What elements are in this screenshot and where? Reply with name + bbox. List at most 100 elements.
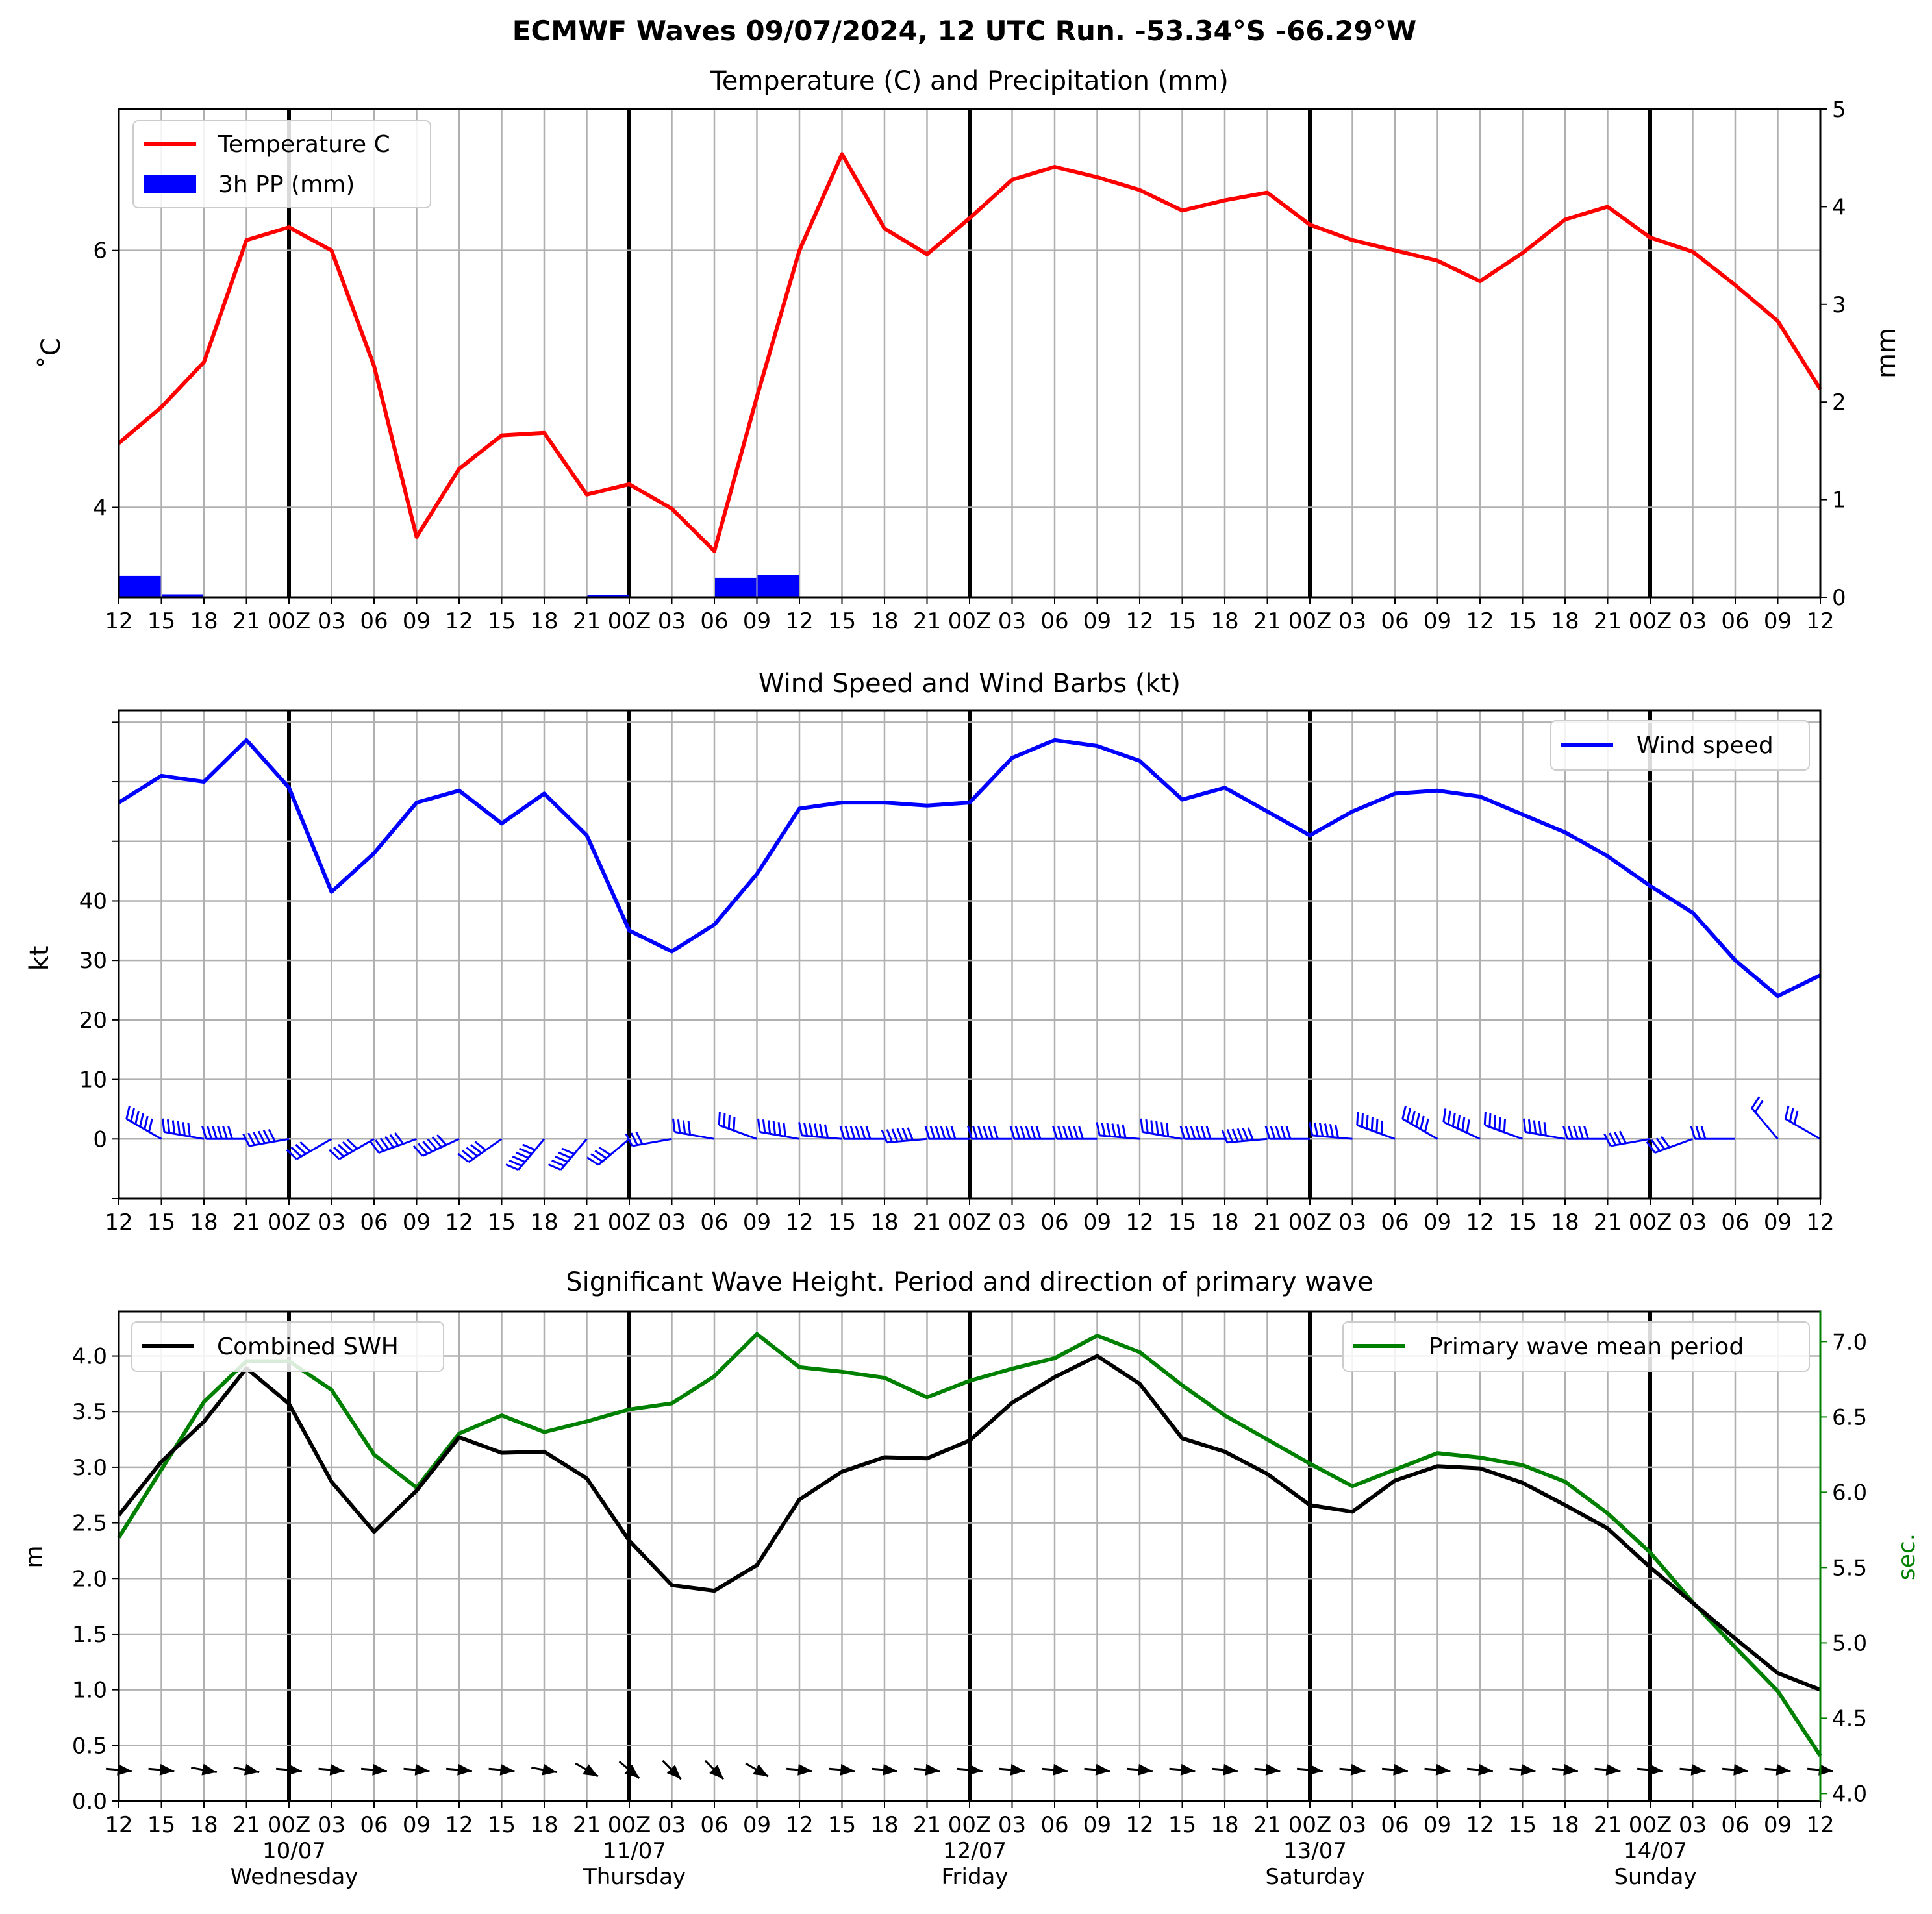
wind-barb-feather (1406, 1108, 1411, 1122)
wind-barb-feather (247, 1132, 256, 1146)
wind-barb-feather (1655, 1137, 1666, 1150)
wind-barb-feather (171, 1120, 176, 1134)
wave-direction-arrow (1296, 1763, 1324, 1776)
y2-tick-label: 2 (1832, 390, 1846, 416)
period-legend-box (1342, 1321, 1810, 1372)
wave-direction-arrow (1509, 1763, 1536, 1776)
wind-barb (798, 1122, 842, 1140)
x-tick-label: 18 (530, 1210, 558, 1236)
wind-barb-feather (844, 1125, 851, 1139)
y2-tick-label: 4.5 (1832, 1706, 1867, 1732)
wave-arrow-head (1010, 1763, 1025, 1776)
wind-barb-feather (384, 1136, 394, 1149)
x-tick-label: 09 (1083, 1812, 1111, 1838)
day-date-label: 12/07 (943, 1838, 1007, 1864)
period-y-axis-label: sec. (1894, 1534, 1920, 1580)
wind-barb-feather (886, 1129, 894, 1143)
wind-barb-feather (147, 1118, 153, 1132)
x-tick-label: 03 (1679, 1812, 1707, 1838)
y-tick-label: 30 (79, 948, 107, 974)
wave-direction-arrow (445, 1763, 473, 1776)
wind-barb-feather (1226, 1129, 1234, 1143)
x-tick-label: 09 (403, 1210, 431, 1236)
wave-arrow-head (709, 1765, 724, 1780)
wave-direction-arrow (999, 1763, 1025, 1776)
wind-barb-feather (130, 1108, 135, 1122)
wind-barb-feather (783, 1123, 786, 1137)
wave-arrow-head (244, 1763, 260, 1776)
wind-speed-line (118, 738, 1822, 999)
wind-barb (1442, 1108, 1481, 1140)
wind-barb-feather (1200, 1125, 1207, 1139)
day-date-label: 10/07 (262, 1838, 326, 1864)
wind-barb-feather (182, 1122, 186, 1136)
wind-barb-feather (370, 1141, 380, 1154)
wind-barb-feather (818, 1123, 824, 1137)
wind-barb-feather (1195, 1125, 1201, 1139)
wind-barb-feather (1603, 1133, 1612, 1147)
wind-barb-feather (1140, 1118, 1144, 1132)
x-tick-label: 21 (1253, 1812, 1281, 1838)
wind-barb-feather (512, 1155, 526, 1163)
wind-barb (457, 1138, 503, 1163)
x-tick-label: 15 (147, 1812, 175, 1838)
x-tick-label: 12 (445, 1812, 473, 1838)
wave-arrow-head (1775, 1763, 1791, 1776)
wave-direction-arrow (618, 1761, 640, 1780)
wind-barb-feather (1324, 1123, 1329, 1137)
wind-barb (1483, 1112, 1524, 1140)
wind-barb-feather (1651, 1139, 1661, 1152)
wind-barb-feather (598, 1147, 611, 1156)
wind-barb-feather (1609, 1132, 1617, 1146)
wave-arrow-head (1095, 1763, 1110, 1776)
wind-barb (286, 1137, 332, 1160)
wave-direction-arrow (1424, 1763, 1451, 1776)
wind-barb (881, 1127, 927, 1144)
wind-barb-feather (1442, 1108, 1447, 1123)
x-tick-label: 09 (1424, 1812, 1451, 1838)
precipitation-bar (587, 595, 629, 597)
x-tick-label: 00Z (268, 1812, 311, 1838)
wave-direction-arrow (1466, 1763, 1494, 1776)
x-tick-label: 06 (700, 1812, 728, 1838)
x-tick-label: 00Z (948, 1210, 992, 1236)
x-tick-label: 03 (658, 608, 686, 634)
x-tick-label: 00Z (1629, 1210, 1672, 1236)
wave-direction-arrow (871, 1763, 898, 1776)
precipitation-bar (162, 594, 203, 597)
y2-tick-label: 6.5 (1832, 1404, 1867, 1430)
wind-barb-feather (295, 1143, 307, 1155)
x-tick-label: 21 (232, 1812, 260, 1838)
temperature-y-axis-label: ˚C (36, 338, 66, 369)
wind-barb-feather (1185, 1125, 1191, 1139)
period-y-ticks: 4.0 4.5 5.0 5.5 6.0 6.5 7.0 (1819, 1311, 1867, 1807)
wave-arrow-head (883, 1763, 897, 1776)
wind-barb-feather (375, 1139, 384, 1152)
x-tick-label: 00Z (1629, 1812, 1672, 1838)
wind-barb-feather (290, 1146, 302, 1158)
wind-barb-feather (1618, 1130, 1627, 1144)
wind-barb (370, 1132, 418, 1154)
wind-barb-feather (207, 1125, 212, 1139)
x-tick-label: 18 (190, 1812, 218, 1838)
wind-barb-feather (518, 1147, 533, 1155)
wind-barb-feather (252, 1131, 261, 1145)
wind-barb-feather (1165, 1123, 1170, 1137)
wind-barb-staff (718, 1124, 758, 1140)
wave-arrow-head (1138, 1763, 1153, 1776)
wind-barb-feather (342, 1141, 354, 1152)
wind-barb-feather (967, 1125, 973, 1139)
wind-barb-feather (1411, 1110, 1416, 1125)
x-tick-label: 09 (1424, 608, 1451, 634)
wind-barb-feather (144, 1115, 149, 1130)
x-tick-label: 15 (1168, 608, 1196, 634)
wind-barb-feather (431, 1136, 442, 1148)
wind-barb (1690, 1125, 1735, 1140)
wind-barb-feather (1751, 1096, 1761, 1109)
x-tick-label: 00Z (1288, 1210, 1332, 1236)
wave-arrow-head (414, 1763, 430, 1776)
wind-barb-feather (945, 1125, 951, 1139)
x-tick-label: 09 (403, 1812, 431, 1838)
wind-barb-feather (808, 1123, 814, 1137)
wave-arrow-head (1265, 1763, 1281, 1776)
